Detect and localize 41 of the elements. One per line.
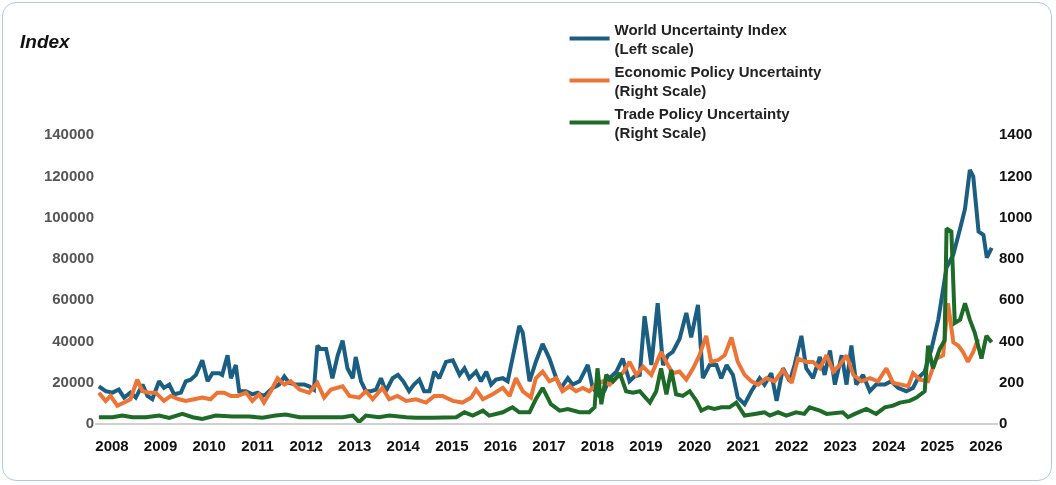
y-tick-label: 140000 (43, 125, 94, 143)
x-tick-label: 2026 (969, 437, 1003, 454)
y2-tick-label: 1000 (999, 207, 1033, 225)
x-tick-label: 2024 (872, 437, 907, 454)
y2-tick-label: 200 (999, 372, 1025, 390)
x-tick-label: 2015 (435, 437, 469, 454)
y-tick-label: 20000 (52, 372, 94, 390)
y-tick-label: 120000 (43, 166, 94, 184)
y-tick-label: 40000 (52, 331, 94, 349)
y-tick-label: 0 (85, 414, 94, 432)
x-tick-label: 2020 (677, 437, 712, 454)
y-tick-label: 100000 (43, 207, 94, 225)
x-tick-label: 2023 (823, 437, 857, 454)
x-tick-label: 2025 (920, 437, 954, 454)
x-tick-label: 2011 (241, 437, 274, 454)
x-tick-label: 2014 (386, 437, 421, 454)
x-tick-label: 2021 (726, 437, 760, 454)
x-tick-label: 2018 (580, 437, 615, 454)
x-tick-label: 2013 (338, 437, 372, 454)
y2-tick-label: 800 (999, 249, 1025, 267)
y2-tick-label: 0 (999, 414, 1008, 432)
y2-tick-label: 600 (999, 290, 1025, 308)
y-tick-label: 60000 (52, 290, 94, 308)
x-tick-label: 2022 (774, 437, 809, 454)
y2-tick-label: 400 (999, 331, 1025, 349)
legend-label: Trade Policy Uncertainty (Right Scale) (614, 104, 791, 142)
legend-label: World Uncertainty Index (Left scale) (614, 20, 788, 58)
x-tick-label: 2008 (95, 437, 129, 454)
y-tick-label: 80000 (52, 249, 94, 267)
line-series (96, 301, 981, 408)
x-tick-label: 2009 (143, 437, 178, 454)
x-tick-label: 2017 (532, 437, 566, 454)
legend-label: Economic Policy Uncertainty (Right Scale) (614, 62, 822, 100)
x-tick-label: 2016 (483, 437, 518, 454)
line-series (96, 226, 994, 423)
x-tick-label: 2012 (289, 437, 323, 454)
text: Index (20, 31, 72, 52)
x-tick-label: 2019 (629, 437, 663, 454)
x-tick-label: 2010 (192, 437, 226, 454)
y2-tick-label: 1400 (999, 125, 1033, 143)
y2-tick-label: 1200 (999, 166, 1033, 184)
